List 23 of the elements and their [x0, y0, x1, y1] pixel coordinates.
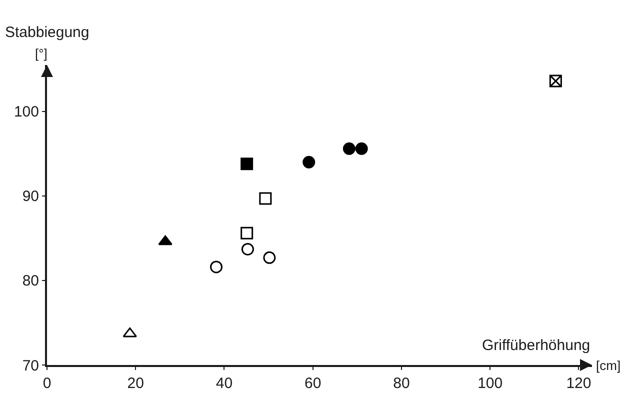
y-tick-label: 80 [22, 272, 39, 290]
point [355, 142, 368, 155]
x-tick-label: 80 [393, 375, 410, 392]
point [240, 226, 254, 240]
point [342, 142, 356, 155]
x-tick-label: 40 [216, 375, 233, 392]
point [259, 192, 272, 205]
y-tick-label: 100 [14, 104, 39, 121]
x-tick-label: 20 [127, 375, 144, 392]
y-tick-label: 90 [22, 188, 39, 206]
y-axis-title: Stabbiegung [5, 24, 90, 41]
text: [°] [35, 46, 48, 61]
x-tick-label: 100 [478, 375, 503, 392]
point [122, 327, 137, 338]
point [240, 158, 254, 170]
point [158, 235, 172, 246]
y-tick-label: 70 [22, 357, 39, 374]
x-axis-title: Griffüberhöhung [482, 337, 590, 354]
x-tick-label: 120 [566, 375, 592, 392]
text: [cm] [596, 358, 621, 373]
x-tick-label: 60 [304, 375, 322, 392]
x-tick-label: 0 [42, 375, 52, 392]
point [302, 156, 316, 168]
